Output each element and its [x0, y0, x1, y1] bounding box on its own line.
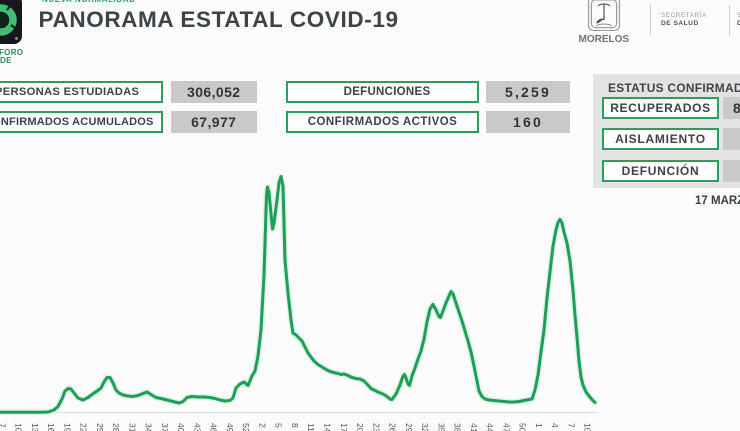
svg-text:11: 11 — [306, 423, 316, 431]
svg-text:4: 4 — [550, 423, 560, 428]
svg-text:17: 17 — [339, 423, 349, 431]
svg-text:50: 50 — [518, 423, 528, 431]
svg-text:49: 49 — [225, 423, 235, 431]
svg-text:44: 44 — [485, 423, 495, 431]
svg-text:22: 22 — [79, 423, 89, 431]
svg-text:31: 31 — [127, 423, 137, 431]
svg-text:43: 43 — [192, 423, 202, 431]
svg-text:14: 14 — [323, 423, 333, 431]
svg-text:5: 5 — [274, 423, 284, 428]
svg-text:32: 32 — [420, 423, 430, 431]
svg-text:19: 19 — [62, 423, 72, 431]
svg-text:41: 41 — [469, 423, 479, 431]
svg-text:23: 23 — [371, 423, 381, 431]
svg-text:46: 46 — [209, 423, 219, 431]
svg-text:26: 26 — [388, 423, 398, 431]
svg-text:2: 2 — [257, 423, 267, 428]
svg-text:37: 37 — [160, 423, 170, 431]
svg-text:38: 38 — [453, 423, 463, 431]
svg-text:1: 1 — [534, 423, 544, 428]
svg-text:7: 7 — [566, 423, 576, 428]
svg-text:34: 34 — [144, 423, 154, 431]
svg-text:25: 25 — [95, 423, 105, 431]
svg-text:13: 13 — [30, 423, 40, 431]
svg-text:52: 52 — [241, 423, 251, 431]
svg-text:28: 28 — [111, 423, 121, 431]
svg-text:10: 10 — [583, 423, 593, 431]
svg-text:20: 20 — [355, 423, 365, 431]
svg-text:16: 16 — [46, 423, 56, 431]
svg-text:40: 40 — [176, 423, 186, 431]
svg-text:10: 10 — [14, 423, 24, 431]
svg-text:35: 35 — [436, 423, 446, 431]
svg-text:7: 7 — [0, 423, 7, 428]
svg-text:8: 8 — [290, 423, 300, 428]
svg-text:29: 29 — [404, 423, 414, 431]
svg-text:47: 47 — [501, 423, 511, 431]
